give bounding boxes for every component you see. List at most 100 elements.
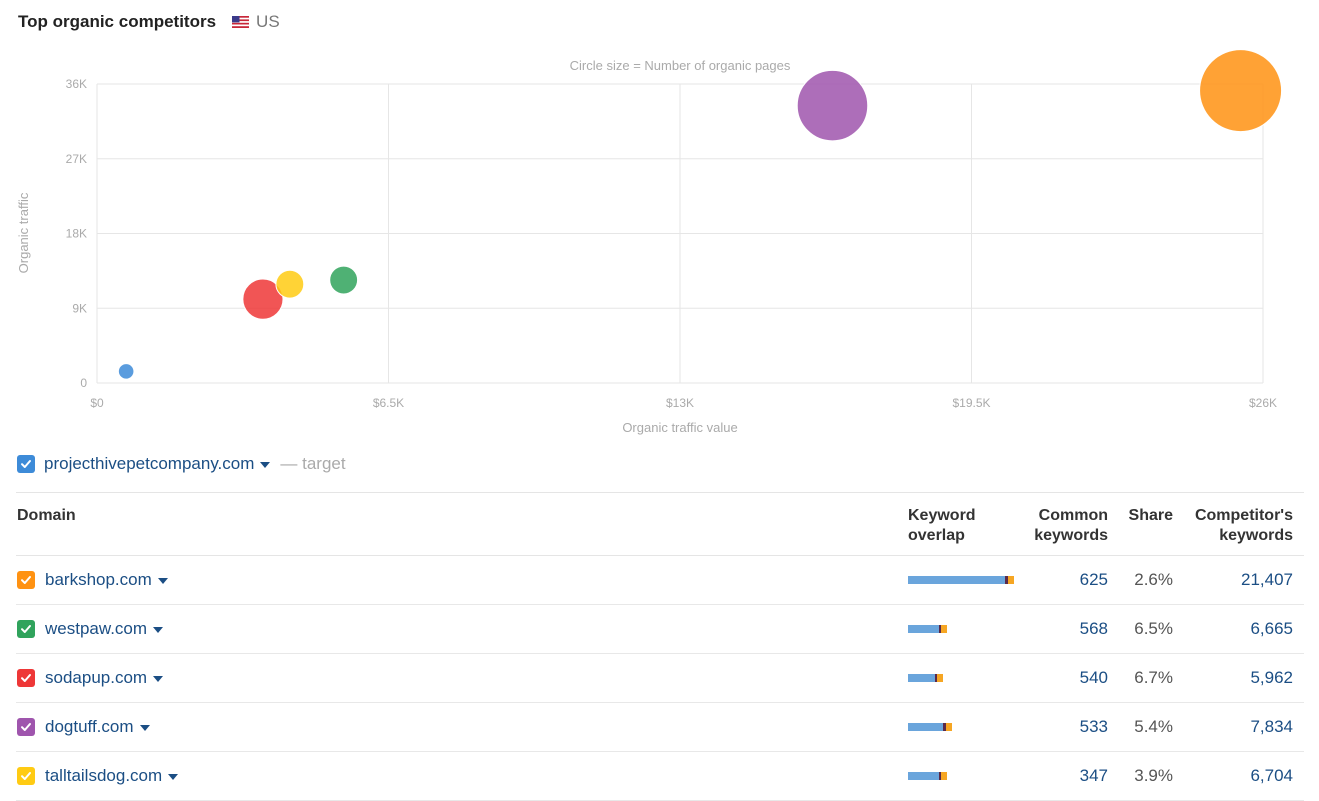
caret-down-icon[interactable] [157,577,168,584]
bubble-point [117,363,135,380]
competitor-checkbox[interactable] [17,620,35,638]
share-value: 5.4% [1134,717,1173,736]
share-value: 2.6% [1134,570,1173,589]
competitor-domain-link[interactable]: westpaw.com [45,619,164,639]
table-row: sodapup.com 540 6.7% 5,962 [16,654,1304,703]
target-domain-link[interactable]: projecthivepetcompany.com [44,454,271,474]
caret-down-icon[interactable] [153,626,164,633]
caret-down-icon[interactable] [139,724,150,731]
share-value: 6.5% [1134,619,1173,638]
check-icon [21,625,31,633]
check-icon [21,460,31,468]
competitor-checkbox[interactable] [17,767,35,785]
bubble-point [275,269,305,299]
bubble-point [1199,49,1283,133]
overlap-competitor-segment [1008,576,1014,584]
competitors-bubble-chart: 0 9K 18K 27K 36K $0 $6.5K $13K $19.5K $26K Circle … [16,49,1283,435]
competitor-keywords-value[interactable]: 6,665 [1250,619,1293,638]
share-value: 6.7% [1134,668,1173,687]
x-tick-label: $19.5K [952,396,990,410]
competitor-domain-link[interactable]: barkshop.com [45,570,168,590]
header-keyword-overlap: Keyword overlap [908,507,976,544]
overlap-competitor-segment [941,625,947,633]
competitor-checkbox[interactable] [17,571,35,589]
keyword-overlap-bar [908,723,952,731]
table-row: talltailsdog.com 347 3.9% 6,704 [16,752,1304,801]
competitors-table: Domain Keyword overlap Common keywords Sha… [16,492,1304,801]
bubble-point [242,278,284,320]
widget-title: Top organic competitors [18,12,217,31]
x-tick-label: $13K [666,396,694,410]
competitor-checkbox[interactable] [17,718,35,736]
overlap-target-segment [908,576,1005,584]
caret-down-icon[interactable] [260,461,271,468]
domain-cell: dogtuff.com [17,703,150,751]
x-tick-label: $6.5K [373,396,404,410]
common-keywords-value[interactable]: 625 [1079,570,1108,589]
chart-subtitle: Circle size = Number of organic pages [570,58,791,73]
common-keywords-value[interactable]: 347 [1079,766,1108,785]
competitor-domain-link[interactable]: talltailsdog.com [45,766,179,786]
overlap-target-segment [908,625,939,633]
competitor-checkbox[interactable] [17,669,35,687]
keyword-overlap-bar [908,576,1014,584]
competitor-keywords-value[interactable]: 6,704 [1250,766,1293,785]
y-tick-label: 9K [72,301,87,315]
table-row: dogtuff.com 533 5.4% 7,834 [16,703,1304,752]
x-tick-label: $26K [1249,396,1277,410]
domain-cell: barkshop.com [17,556,168,604]
share-value: 3.9% [1134,766,1173,785]
overlap-target-segment [908,723,943,731]
competitor-domain-link[interactable]: dogtuff.com [45,717,150,737]
keyword-overlap-bar [908,674,943,682]
keyword-overlap-bar [908,625,947,633]
header-share[interactable]: Share [1128,507,1173,524]
x-tick-label: $0 [90,396,104,410]
caret-down-icon[interactable] [153,675,164,682]
overlap-common-segment [1005,576,1008,584]
header-competitor-keywords[interactable]: Competitor's keywords [1194,507,1293,544]
target-checkbox[interactable] [17,455,35,473]
overlap-common-segment [939,625,941,633]
y-tick-label: 27K [66,152,87,166]
x-axis-label: Organic traffic value [622,420,737,435]
overlap-target-segment [908,674,935,682]
overlap-competitor-segment [937,674,943,682]
check-icon [21,723,31,731]
competitor-domain-link[interactable]: sodapup.com [45,668,164,688]
target-domain-row: projecthivepetcompany.com — target [17,452,346,476]
check-icon [21,772,31,780]
table-row: barkshop.com 625 2.6% 21,407 [16,556,1304,605]
bubble-point [329,265,359,295]
bubble-point [796,69,869,142]
common-keywords-value[interactable]: 533 [1079,717,1108,736]
domain-cell: talltailsdog.com [17,752,179,800]
y-axis-label: Organic traffic [16,192,31,273]
common-keywords-value[interactable]: 540 [1079,668,1108,687]
target-label: — target [280,454,346,473]
overlap-common-segment [943,723,946,731]
overlap-competitor-segment [946,723,952,731]
widget-header: Top organic competitors US [18,10,280,34]
domain-cell: sodapup.com [17,654,164,702]
header-domain: Domain [17,507,76,524]
overlap-common-segment [939,772,941,780]
overlap-target-segment [908,772,939,780]
caret-down-icon[interactable] [168,773,179,780]
common-keywords-value[interactable]: 568 [1079,619,1108,638]
check-icon [21,576,31,584]
y-tick-label: 18K [66,227,87,241]
y-tick-label: 0 [80,376,87,390]
domain-cell: westpaw.com [17,605,164,653]
overlap-common-segment [935,674,937,682]
competitor-keywords-value[interactable]: 7,834 [1250,717,1293,736]
check-icon [21,674,31,682]
country-label: US [256,12,280,31]
competitor-keywords-value[interactable]: 5,962 [1250,668,1293,687]
table-header: Domain Keyword overlap Common keywords Sha… [16,492,1304,556]
y-tick-label: 36K [66,77,87,91]
table-row: westpaw.com 568 6.5% 6,665 [16,605,1304,654]
competitor-keywords-value[interactable]: 21,407 [1241,570,1293,589]
header-common-keywords[interactable]: Common keywords [1034,507,1108,544]
us-flag-icon [232,16,250,28]
